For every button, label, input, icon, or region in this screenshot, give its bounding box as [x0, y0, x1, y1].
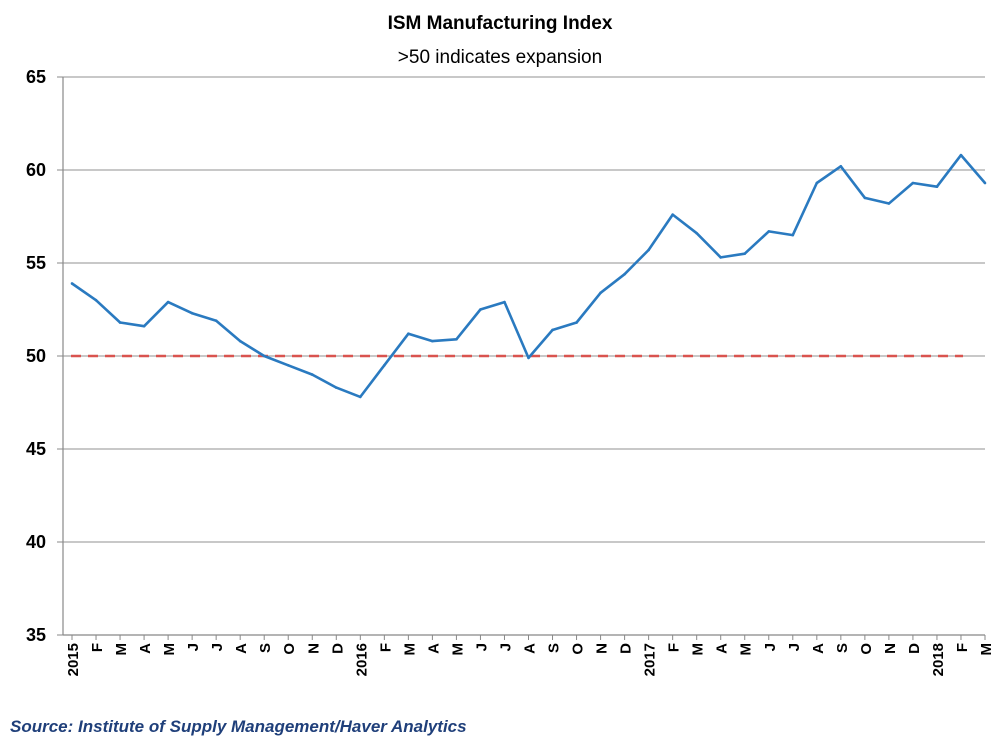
x-tick-label: M [738, 643, 755, 656]
x-tick-label: A [233, 643, 250, 654]
x-tick-label: N [594, 643, 611, 654]
x-tick-label: J [762, 643, 779, 651]
data-point [214, 319, 218, 322]
data-point [959, 153, 963, 157]
y-tick-label: 50 [26, 346, 46, 366]
x-tick-label: M [690, 643, 707, 656]
data-point [503, 300, 506, 304]
data-point [334, 386, 338, 389]
data-point [70, 282, 74, 285]
grid-lines [63, 76, 985, 543]
data-point [383, 364, 386, 367]
x-tick-label: N [882, 643, 899, 654]
data-point [359, 395, 362, 399]
data-point [695, 231, 698, 235]
x-tick-label: O [570, 643, 587, 655]
y-tick-label: 60 [26, 160, 46, 180]
data-point [575, 321, 578, 324]
x-tick-label: O [858, 643, 875, 655]
x-tick-label: A [425, 643, 442, 654]
x-tick-label: J [786, 643, 803, 651]
x-tick-label: J [473, 643, 490, 651]
x-tick-label: A [137, 643, 154, 654]
x-tick-label: A [810, 643, 827, 654]
x-tick-label: M [978, 643, 995, 656]
data-point [118, 321, 122, 324]
data-point [983, 181, 987, 185]
x-tick-label: A [714, 643, 731, 654]
x-tick-label: S [257, 643, 274, 653]
x-tick-label: N [305, 643, 322, 654]
x-tick-label: 2017 [642, 643, 659, 676]
y-tick-label: 40 [26, 532, 46, 552]
x-tick-label: 2015 [65, 643, 82, 676]
chart-subtitle: >50 indicates expansion [398, 47, 602, 68]
data-point [166, 300, 170, 304]
x-tick-label: D [906, 643, 923, 654]
data-point [479, 308, 482, 311]
x-tick-label: J [209, 643, 226, 651]
data-point [238, 339, 242, 343]
axes [62, 77, 985, 636]
data-point [190, 311, 194, 315]
source-note: Source: Institute of Supply Management/H… [10, 717, 467, 736]
data-point [551, 328, 554, 332]
data-point [431, 339, 434, 343]
x-tick-label: J [185, 643, 202, 651]
data-point [407, 332, 410, 335]
x-tick-label: 2018 [930, 643, 947, 676]
data-point [527, 356, 530, 360]
x-tick-label: M [113, 643, 130, 656]
data-point [262, 354, 266, 358]
data-point [887, 202, 891, 205]
data-point [455, 337, 458, 341]
y-tick-label: 65 [26, 67, 46, 87]
chart-title: ISM Manufacturing Index [388, 13, 613, 34]
data-point [647, 248, 650, 252]
data-point [599, 291, 602, 295]
x-tick-label: O [281, 643, 298, 655]
x-tick-label: 2016 [353, 643, 370, 676]
data-point [815, 181, 819, 185]
data-point [935, 185, 939, 189]
x-tick-label: D [618, 643, 635, 654]
x-tick-label: M [401, 643, 418, 656]
data-point [719, 256, 723, 259]
data-point [863, 196, 867, 200]
data-point [94, 298, 98, 302]
data-point [623, 272, 626, 276]
x-tick-label: M [449, 643, 466, 656]
x-tick-label: S [834, 643, 851, 653]
y-tick-label: 55 [26, 253, 46, 273]
series-layer [70, 153, 987, 399]
data-point [142, 324, 146, 328]
x-tick-label: S [546, 643, 563, 653]
x-tick-label: F [89, 643, 106, 652]
x-tick-label: D [329, 643, 346, 654]
y-tick-label: 35 [26, 625, 46, 645]
data-point [286, 364, 290, 367]
x-tick-label: J [497, 643, 514, 651]
x-tick-label: F [377, 643, 394, 652]
x-tick-label: F [666, 643, 683, 652]
data-point [839, 164, 843, 168]
y-axis-ticks: 35 40 45 50 55 60 65 [26, 67, 63, 645]
data-point [310, 373, 314, 376]
data-point [911, 181, 915, 185]
x-tick-label: A [522, 643, 539, 654]
series-line-0 [71, 153, 986, 399]
x-axis-ticks: 2015 F M A M J J A S O N D 2016 F M A M J J A S O N D 2017 F M A M J J… [65, 635, 995, 676]
x-tick-label: F [954, 643, 971, 652]
y-tick-label: 45 [26, 439, 46, 459]
data-point [791, 233, 795, 237]
data-point [767, 230, 771, 233]
data-point [671, 213, 674, 216]
data-point [743, 252, 747, 255]
x-tick-label: M [161, 643, 178, 656]
